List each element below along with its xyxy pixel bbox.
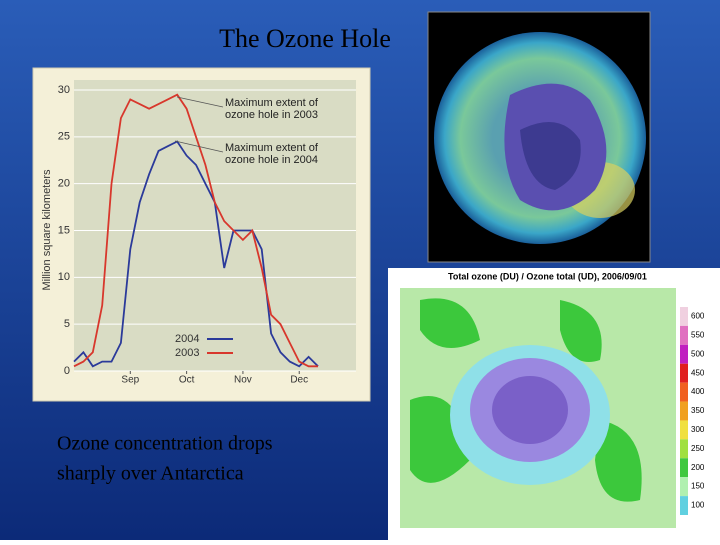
colorbar-swatch xyxy=(680,496,688,515)
x-tick-label: Sep xyxy=(121,375,139,386)
map-contour xyxy=(492,376,568,444)
colorbar-label: 600 xyxy=(691,312,705,321)
colorbar-label: 550 xyxy=(691,330,705,339)
colorbar-label: 100 xyxy=(691,501,705,510)
y-tick-label: 5 xyxy=(64,318,70,330)
colorbar-label: 500 xyxy=(691,349,705,358)
colorbar-swatch xyxy=(680,458,688,478)
annotation-leader xyxy=(176,96,224,108)
colorbar-swatch xyxy=(680,307,688,326)
colorbar-swatch xyxy=(680,363,688,383)
annotation-leader xyxy=(174,140,224,153)
colorbar-swatch xyxy=(680,420,688,440)
map-title: Total ozone (DU) / Ozone total (UD), 200… xyxy=(448,271,647,281)
x-tick-label: Nov xyxy=(234,375,252,386)
y-tick-label: 15 xyxy=(58,224,70,236)
y-tick-label: 10 xyxy=(58,271,70,283)
y-tick-label: 20 xyxy=(58,178,70,190)
caption: Ozone concentration drops xyxy=(57,433,273,455)
colorbar-swatch xyxy=(680,382,688,402)
colorbar-label: 300 xyxy=(691,425,705,434)
annotation: ozone hole in 2004 xyxy=(225,154,318,166)
annotation: Maximum extent of xyxy=(225,97,319,109)
colorbar-swatch xyxy=(680,477,688,497)
x-tick-label: Dec xyxy=(290,375,308,386)
colorbar-label: 200 xyxy=(691,463,705,472)
plot-area xyxy=(74,80,356,371)
annotation: Maximum extent of xyxy=(225,142,319,154)
colorbar-label: 150 xyxy=(691,482,705,491)
slide-title: The Ozone Hole xyxy=(219,24,391,53)
colorbar-label: 250 xyxy=(691,444,705,453)
colorbar-label: 350 xyxy=(691,406,705,415)
y-tick-label: 25 xyxy=(58,131,70,143)
colorbar-swatch xyxy=(680,325,688,345)
series-line xyxy=(73,93,318,368)
legend-label: 2003 xyxy=(175,347,199,359)
y-tick-label: 30 xyxy=(58,84,70,96)
ozone-hole-core xyxy=(520,122,581,190)
annotation: ozone hole in 2003 xyxy=(225,109,318,121)
y-axis-label: Million square kilometers xyxy=(41,169,53,291)
y-tick-label: 0 xyxy=(64,365,70,377)
colorbar-swatch xyxy=(680,439,688,459)
colorbar-label: 450 xyxy=(691,368,705,377)
colorbar-swatch xyxy=(680,401,688,421)
series-line xyxy=(73,140,319,368)
colorbar-swatch xyxy=(680,344,688,364)
caption: sharply over Antarctica xyxy=(57,463,244,485)
colorbar-label: 400 xyxy=(691,387,705,396)
x-tick-label: Oct xyxy=(179,375,195,386)
legend-label: 2004 xyxy=(175,333,199,345)
